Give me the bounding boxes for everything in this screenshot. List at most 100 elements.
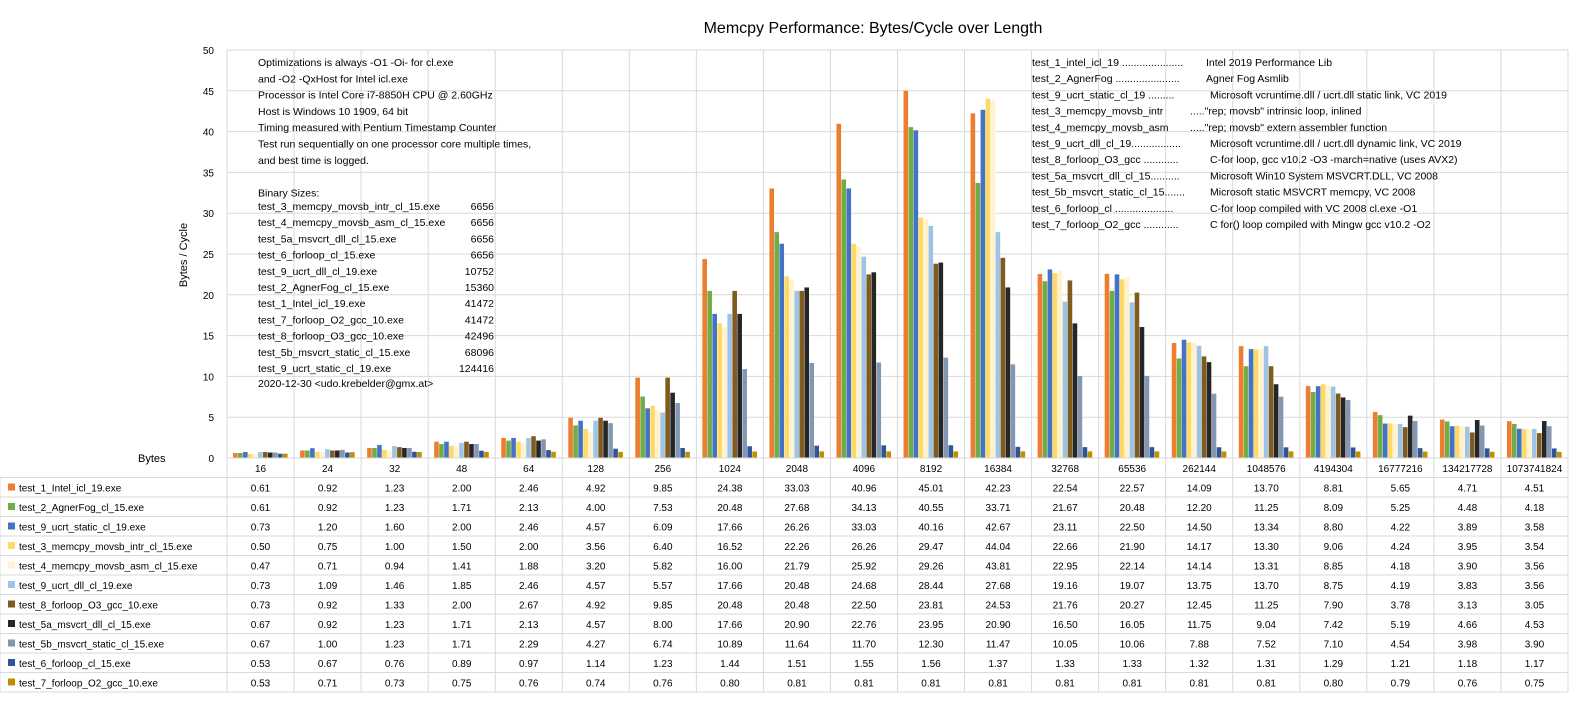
bar-8-1073741824 (1541, 421, 1547, 458)
table-cell: 2.13 (519, 620, 539, 631)
table-cell: 19.07 (1120, 581, 1145, 592)
table-cell: 3.20 (586, 562, 606, 573)
description-text: C-for loop compiled with VC 2008 cl.exe … (1210, 203, 1417, 215)
table-cell: 6.74 (653, 640, 673, 651)
table-cell: 33.71 (986, 503, 1011, 514)
bar-2-24 (305, 450, 310, 458)
table-cell: 0.92 (318, 484, 338, 495)
bar-2-4096 (841, 179, 847, 458)
binary-size-value: 15360 (465, 282, 494, 294)
series-name: test_5a_msvcrt_dll_cl_15.exe (19, 620, 151, 631)
bar-6-32768 (1062, 301, 1068, 458)
table-cell: 0.81 (854, 679, 874, 690)
x-tick-label: 48 (456, 464, 468, 475)
info-note-line: Binary Sizes: (258, 187, 319, 199)
description-key: test_2_AgnerFog ...................... (1032, 73, 1180, 85)
table-cell: 45.01 (919, 484, 944, 495)
bar-1-32 (367, 447, 372, 458)
bar-7-4194304 (1335, 393, 1341, 458)
legend-swatch (8, 522, 15, 530)
table-cell: 7.42 (1324, 620, 1344, 631)
series-name: test_7_forloop_O2_gcc_10.exe (19, 679, 158, 690)
table-cell: 13.70 (1254, 484, 1279, 495)
bar-11-2048 (819, 451, 825, 458)
bar-8-32768 (1072, 323, 1078, 458)
bar-3-1024 (712, 313, 717, 458)
table-cell: 0.79 (1391, 679, 1411, 690)
binary-size-name: test_5a_msvcrt_dll_cl_15.exe (258, 233, 396, 245)
x-tick-label: 16384 (984, 464, 1012, 475)
bar-6-262144 (1196, 345, 1202, 458)
bar-6-32 (392, 446, 397, 458)
table-cell: 0.81 (787, 679, 807, 690)
table-cell: 1.23 (653, 659, 673, 670)
bar-7-8192 (933, 263, 939, 458)
bar-11-24 (350, 452, 355, 458)
table-cell: 9.04 (1257, 620, 1277, 631)
bar-7-2048 (799, 290, 805, 458)
bar-3-32768 (1047, 269, 1053, 458)
bar-9-65536 (1144, 375, 1150, 458)
bar-11-4194304 (1355, 451, 1361, 458)
table-cell: 22.50 (1120, 523, 1145, 534)
y-tick-label: 10 (203, 372, 215, 383)
bar-1-1073741824 (1506, 421, 1512, 458)
bar-5-24 (320, 452, 325, 458)
bar-1-4194304 (1305, 386, 1311, 458)
table-cell: 4.57 (586, 523, 606, 534)
table-cell: 11.47 (986, 640, 1011, 651)
bar-11-32 (417, 452, 422, 458)
bar-7-134217728 (1469, 432, 1475, 458)
description-key: test_7_forloop_O2_gcc ............ (1032, 219, 1179, 231)
table-cell: 33.03 (851, 523, 876, 534)
bar-11-128 (618, 451, 623, 458)
bar-8-4194304 (1340, 397, 1346, 458)
table-cell: 4.57 (586, 581, 606, 592)
table-cell: 10.06 (1120, 640, 1145, 651)
table-cell: 4.53 (1525, 620, 1545, 631)
table-cell: 0.76 (653, 679, 673, 690)
table-cell: 17.66 (717, 581, 742, 592)
table-cell: 29.47 (919, 542, 944, 553)
bar-10-24 (345, 452, 350, 458)
table-cell: 2.00 (519, 542, 539, 553)
table-cell: 2.13 (519, 503, 539, 514)
binary-size-value: 41472 (465, 314, 494, 326)
description-key: test_9_ucrt_static_cl_19 ......... (1032, 89, 1174, 101)
description-text: Microsoft static MSVCRT memcpy, VC 2008 (1210, 187, 1416, 199)
bar-9-16 (273, 452, 278, 458)
bar-5-128 (588, 431, 593, 458)
bar-7-32768 (1067, 280, 1073, 458)
bar-10-64 (546, 450, 551, 458)
table-cell: 3.05 (1525, 601, 1545, 612)
bar-8-2048 (804, 287, 810, 458)
bar-6-2048 (794, 290, 800, 458)
x-tick-label: 32 (389, 464, 401, 475)
bar-10-16 (278, 453, 283, 458)
bar-5-1048576 (1258, 349, 1264, 458)
bar-8-16384 (1005, 287, 1011, 458)
binary-size-value: 6656 (471, 217, 495, 229)
table-cell: 22.54 (1053, 484, 1078, 495)
bar-5-1073741824 (1526, 428, 1532, 458)
bar-7-48 (464, 441, 469, 458)
table-cell: 0.81 (1189, 679, 1209, 690)
bar-3-128 (578, 420, 583, 458)
x-tick-label: 262144 (1183, 464, 1217, 475)
bar-7-1048576 (1268, 366, 1274, 458)
table-cell: 3.56 (586, 542, 606, 553)
table-cell: 22.95 (1053, 562, 1078, 573)
bar-3-16 (243, 452, 248, 458)
bar-5-16 (253, 454, 258, 458)
bar-3-48 (444, 441, 449, 458)
info-note-line: and best time is logged. (258, 155, 369, 167)
y-axis-label: Bytes / Cycle (178, 223, 190, 287)
bar-3-1073741824 (1516, 428, 1522, 458)
info-note-line: Timing measured with Pentium Timestamp C… (258, 122, 497, 134)
bar-6-48 (459, 442, 464, 458)
binary-size-value: 124416 (459, 363, 494, 375)
table-cell: 21.79 (784, 562, 809, 573)
bar-11-1048576 (1288, 451, 1294, 458)
table-cell: 22.50 (851, 601, 876, 612)
x-tick-label: 16 (255, 464, 267, 475)
